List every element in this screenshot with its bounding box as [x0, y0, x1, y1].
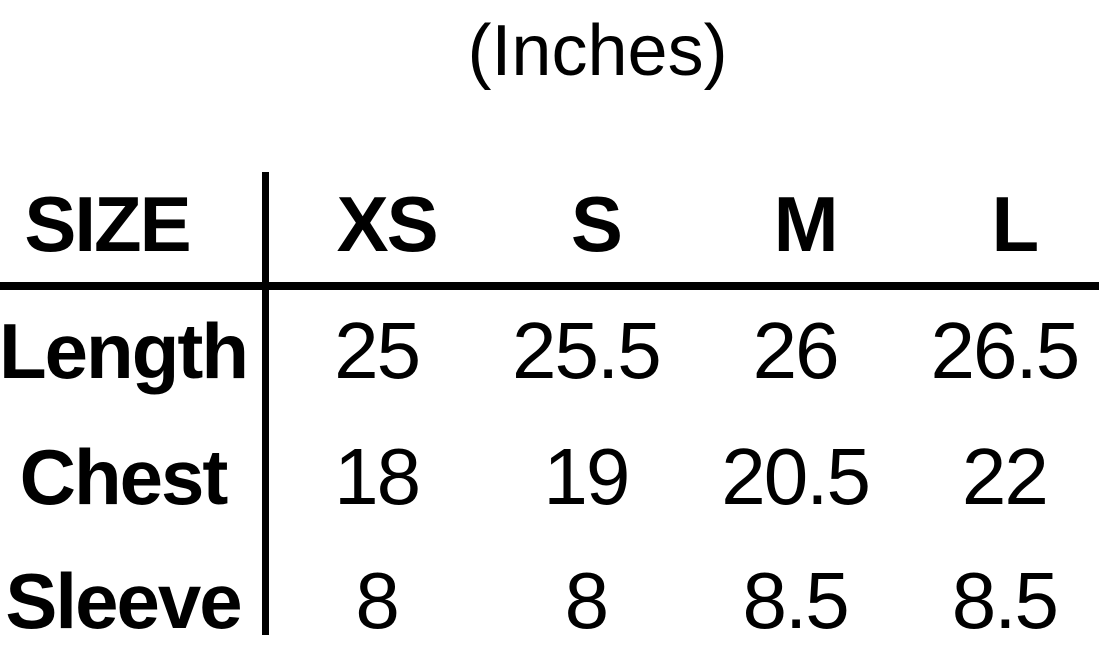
- row-label-sleeve: Sleeve: [5, 557, 242, 645]
- value-sleeve-l: 8.5: [951, 556, 1059, 645]
- value-chest-xs: 18: [334, 432, 421, 521]
- value-length-xs: 25: [334, 306, 421, 395]
- value-sleeve-xs: 8: [355, 556, 400, 645]
- header-cell-l: L: [991, 180, 1040, 268]
- value-length-m: 26: [752, 306, 840, 395]
- units-title: (Inches): [467, 11, 728, 91]
- row-label-length: Length: [0, 307, 249, 395]
- header-cell-s: S: [570, 180, 623, 268]
- table-row-chest: Chest 18 19 20.5 22: [0, 414, 1099, 540]
- value-chest-l: 22: [961, 432, 1049, 521]
- value-sleeve-m: 8.5: [742, 556, 850, 645]
- value-length-l: 26.5: [930, 306, 1081, 395]
- title-row: (Inches): [48, 11, 1099, 91]
- value-sleeve-s: 8: [564, 556, 610, 645]
- table-row-sleeve: Sleeve 8 8 8.5 8.5: [0, 540, 1099, 662]
- header-cell-xs: XS: [336, 180, 439, 268]
- header-cell-m: M: [773, 180, 839, 268]
- table-row-length: Length 25 25.5 26 26.5: [0, 288, 1099, 414]
- row-label-chest: Chest: [19, 433, 229, 521]
- column-divider-line: [262, 172, 269, 635]
- size-corner-label: SIZE: [24, 180, 191, 268]
- header-divider-line: [0, 282, 1099, 290]
- value-chest-s: 19: [543, 432, 630, 521]
- header-row: SIZE XS S M L: [0, 168, 1099, 280]
- value-chest-m: 20.5: [721, 432, 871, 521]
- value-length-s: 25.5: [512, 306, 662, 395]
